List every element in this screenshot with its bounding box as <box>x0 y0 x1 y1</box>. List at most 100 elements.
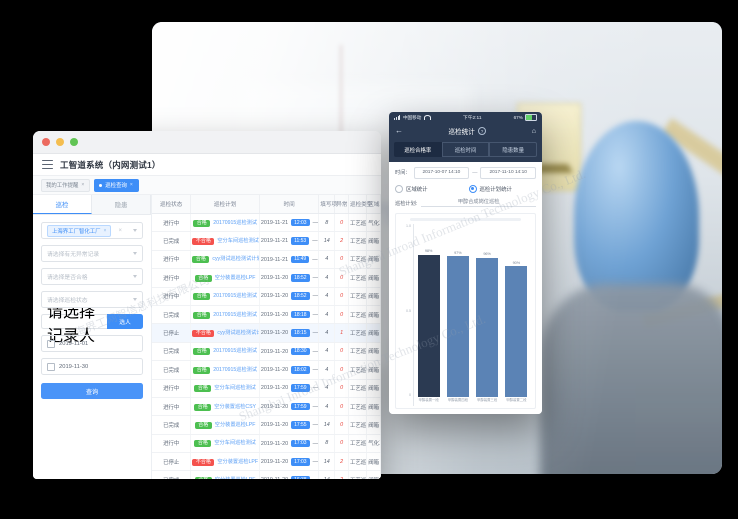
table-row[interactable]: 进行中 合格 20170915巡检测试 2019-11-20 18:52 — 4 0 工艺… <box>152 287 381 306</box>
segment-hazard-count[interactable]: 隐患数量 <box>489 142 538 158</box>
results-table-container[interactable]: 巡检状态 巡检计划 时间 填写项 异常 巡检类型 区域 进行中 合格 20170915巡检测试 2… <box>152 195 381 479</box>
back-arrow-icon[interactable]: ← <box>395 126 403 135</box>
chevron-down-icon[interactable] <box>133 252 137 255</box>
plan-link[interactable]: 空分装置巡检LPF <box>215 477 256 479</box>
radio-area-statistic[interactable]: 区域统计 <box>395 184 463 193</box>
minimize-button[interactable] <box>56 138 64 146</box>
bar[interactable] <box>417 254 440 397</box>
column-header[interactable]: 填写项 <box>318 195 337 214</box>
qualified-select[interactable]: 请选择是否合格 <box>41 268 143 285</box>
clear-icon[interactable]: × <box>118 227 122 234</box>
remove-tag-icon[interactable]: × <box>103 227 107 234</box>
close-icon[interactable]: × <box>129 182 133 188</box>
plan-link[interactable]: 20170915巡检测试 <box>213 348 258 355</box>
pick-person-button[interactable]: 选人 <box>107 314 143 329</box>
time-start-field[interactable]: 2017-10-07 14:10 <box>413 167 470 179</box>
info-icon[interactable]: ? <box>477 126 487 136</box>
plan-link[interactable]: 空分车间巡检测试 <box>214 385 256 392</box>
chevron-down-icon[interactable] <box>133 298 137 301</box>
plan-link[interactable]: 20170915巡检测试 <box>213 366 258 373</box>
cell-plan[interactable]: 合格空分装置巡检LPF <box>190 268 260 288</box>
plan-link[interactable]: 空分装置巡检LPF <box>217 458 258 465</box>
cell-plan[interactable]: 合格 cyy测试巡检测试计划 <box>190 250 260 270</box>
tab-inspection-query[interactable]: 巡检查询 × <box>94 178 139 192</box>
chart-scrollbar[interactable] <box>410 218 521 222</box>
tab-work-reminder[interactable]: 我的工作提醒 × <box>41 178 91 192</box>
hamburger-icon[interactable] <box>42 160 53 169</box>
bar-column[interactable]: 98% <box>417 228 440 397</box>
cell-plan[interactable]: 合格 20170915巡检测试 <box>190 213 260 233</box>
cell-plan[interactable]: 合格 20170915巡检测试 <box>190 360 260 380</box>
segment-inspection-time[interactable]: 巡检时间 <box>441 142 490 158</box>
bar-column[interactable]: 90% <box>505 228 528 397</box>
recorder-input[interactable]: 请选择记录人 <box>41 304 107 345</box>
plan-link[interactable]: cyy测试巡检测试计划 <box>217 330 258 337</box>
cell-plan[interactable]: 合格 20170915巡检测试 <box>190 287 260 306</box>
bar-column[interactable]: 96% <box>476 228 499 397</box>
segment-pass-rate[interactable]: 巡检合格率 <box>394 142 442 158</box>
cell-plan[interactable]: 不合格 空分装置巡检LPF <box>190 452 260 472</box>
plan-select-row[interactable]: 巡检计划: 甲醇合成岗位巡检 <box>395 198 536 208</box>
date-end-field[interactable]: 2019-11-30 <box>41 358 143 375</box>
sidebar-tab-inspection[interactable]: 巡检 <box>33 195 92 214</box>
plant-select[interactable]: 上海界工厂智化工厂 × × <box>41 222 143 239</box>
radio-plan-statistic[interactable]: 巡检计划统计 <box>468 184 537 193</box>
plan-link[interactable]: 空分装置巡检LPF <box>214 274 256 281</box>
cell-plan[interactable]: 合格 空分装置巡检CSY <box>190 397 260 417</box>
column-header[interactable]: 巡检计划 <box>190 195 260 214</box>
inspection-status-select[interactable]: 请选择巡检状态 <box>41 291 143 308</box>
bar-column[interactable]: 97% <box>446 228 469 397</box>
search-button[interactable]: 查询 <box>41 383 143 399</box>
table-row[interactable]: 进行中 合格 20170915巡检测试 2019-11-21 12:03 — 8 0 工艺… <box>152 213 381 233</box>
home-icon[interactable]: ⌂ <box>531 127 536 135</box>
bar[interactable] <box>446 256 469 397</box>
chevron-down-icon[interactable] <box>133 229 137 232</box>
plan-link[interactable]: 空分装置巡检CSY <box>214 403 257 410</box>
plant-tag[interactable]: 上海界工厂智化工厂 × <box>47 224 112 237</box>
chevron-down-icon[interactable] <box>133 275 137 278</box>
plan-link[interactable]: 空分装置巡检LPF <box>214 421 256 428</box>
cell-plan[interactable]: 不合格cyy测试巡检测试计划 <box>190 323 260 343</box>
cell-plan[interactable]: 合格 20170915巡检测试 <box>190 305 260 325</box>
sidebar-tab-hazard[interactable]: 隐患 <box>92 195 151 214</box>
column-header[interactable]: 区域 <box>366 195 381 214</box>
cell-plan[interactable]: 合格 20170915巡检测试 <box>190 342 260 362</box>
bar[interactable] <box>505 266 528 397</box>
column-header[interactable]: 异常 <box>334 195 349 214</box>
plan-link[interactable]: 20170915巡检测试 <box>213 293 258 300</box>
plan-link[interactable]: cyy测试巡检测试计划 <box>212 256 260 263</box>
cell-plan[interactable]: 合格 空分车间巡检测试 <box>190 379 260 398</box>
zoom-button[interactable] <box>70 138 78 146</box>
table-row[interactable]: 进行中 合格 cyy测试巡检测试计划 2019-11-21 11:49 — 4 0 工艺巡… <box>152 250 381 270</box>
plan-link[interactable]: 20170915巡检测试 <box>213 219 258 226</box>
column-header[interactable]: 时间 <box>259 195 320 214</box>
table-row[interactable]: 已停止不合格cyy测试巡检测试计划2019-11-20 18:15 — 18:1… <box>152 323 381 343</box>
plan-value[interactable]: 甲醇合成岗位巡检 <box>421 198 536 208</box>
plan-link[interactable]: 20170915巡检测试 <box>213 311 258 318</box>
column-header[interactable]: 巡检状态 <box>152 195 192 214</box>
date-start-field[interactable]: 2019-11-01 <box>41 335 143 352</box>
close-icon[interactable]: × <box>81 182 85 188</box>
plan-link[interactable]: 空分车间巡检测试 <box>214 440 256 447</box>
column-header[interactable]: 巡检类型 <box>348 195 372 214</box>
cell-plan[interactable]: 合格 空分车间巡检测试 <box>190 434 260 454</box>
abnormal-record-select[interactable]: 请选择有无异常记录 <box>41 245 143 262</box>
cell-plan[interactable]: 不合格 空分车间巡检测试 <box>190 231 260 251</box>
cell-plan[interactable]: 合格空分装置巡检LPF <box>190 415 260 435</box>
plan-link[interactable]: 空分车间巡检测试 <box>217 238 259 245</box>
time-end-field[interactable]: 2017-11-10 14:10 <box>480 167 537 179</box>
bar[interactable] <box>476 257 499 397</box>
close-button[interactable] <box>42 138 50 146</box>
